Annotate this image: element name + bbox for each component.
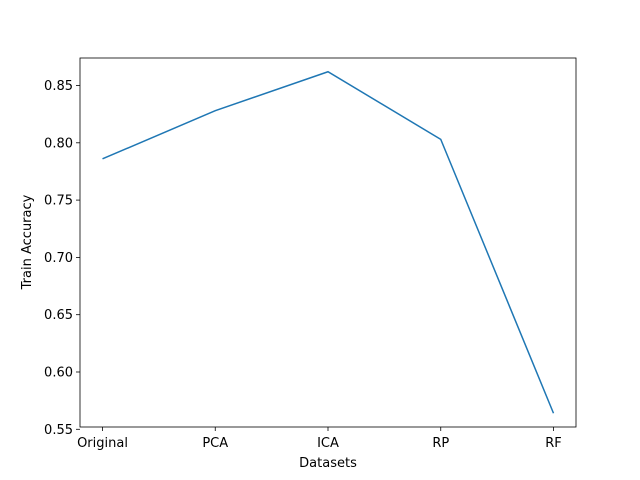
y-tick-label: 0.70 — [44, 251, 73, 266]
y-axis-label: Train Accuracy — [20, 194, 35, 290]
y-tick-label: 0.80 — [44, 136, 73, 151]
x-tick-label: ICA — [317, 436, 339, 451]
x-tick-label: PCA — [202, 436, 228, 451]
x-axis: Original PCA ICA RP RF — [77, 427, 562, 451]
y-tick-label: 0.60 — [44, 365, 73, 380]
x-tick-label: RP — [432, 436, 449, 451]
y-tick-label: 0.65 — [44, 308, 73, 323]
series-line — [102, 70, 555, 414]
y-tick-label: 0.55 — [44, 423, 73, 438]
x-tick-label: RF — [545, 436, 562, 451]
plot-frame — [79, 57, 577, 428]
y-tick-label: 0.85 — [44, 79, 73, 94]
x-axis-label: Datasets — [299, 456, 357, 471]
x-tick-label: Original — [77, 436, 128, 451]
y-axis: 0.55 0.60 0.65 0.70 0.75 0.80 0.85 — [44, 79, 80, 438]
y-tick-label: 0.75 — [44, 194, 73, 209]
